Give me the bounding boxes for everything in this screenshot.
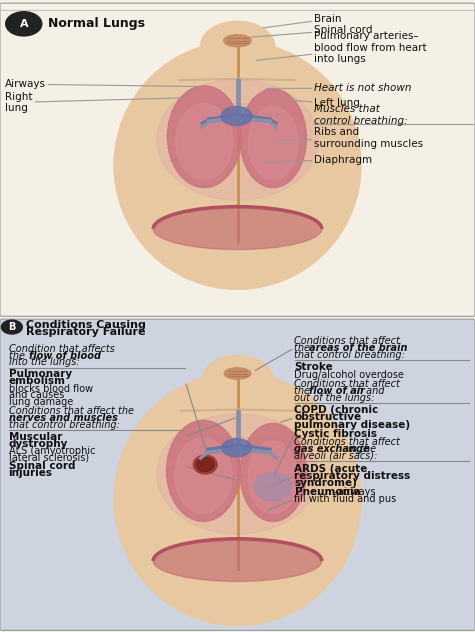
Text: and causes: and causes [9, 391, 64, 400]
Text: flow of air: flow of air [309, 386, 365, 396]
Ellipse shape [153, 208, 322, 250]
Text: Pulmonary: Pulmonary [9, 370, 72, 379]
Text: respiratory distress: respiratory distress [294, 471, 411, 481]
Text: alveoli (air sacs):: alveoli (air sacs): [294, 451, 378, 461]
Text: –airways: –airways [334, 487, 376, 497]
Text: Muscular: Muscular [9, 432, 62, 442]
Circle shape [200, 21, 275, 71]
Text: into the lungs:: into the lungs: [9, 358, 79, 367]
Ellipse shape [176, 103, 233, 179]
Text: embolism: embolism [9, 377, 66, 386]
Ellipse shape [166, 420, 240, 521]
Text: Conditions Causing: Conditions Causing [26, 320, 146, 330]
Ellipse shape [248, 107, 298, 179]
Ellipse shape [153, 540, 322, 581]
Text: Pulmonary arteries–
blood flow from heart
into lungs: Pulmonary arteries– blood flow from hear… [256, 31, 427, 64]
Ellipse shape [222, 439, 251, 457]
Text: Conditions that affect: Conditions that affect [294, 437, 400, 447]
Text: injuries: injuries [9, 468, 53, 478]
Ellipse shape [196, 458, 214, 471]
Ellipse shape [157, 414, 318, 534]
Text: Left lung: Left lung [285, 99, 361, 108]
Ellipse shape [240, 423, 306, 521]
Ellipse shape [215, 32, 260, 51]
Text: Right
lung: Right lung [5, 92, 183, 113]
Text: Cystic fibrosis: Cystic fibrosis [294, 428, 378, 439]
Text: Conditions that affect: Conditions that affect [294, 379, 400, 389]
Circle shape [204, 357, 271, 401]
Text: ALS (amyotrophic: ALS (amyotrophic [9, 446, 95, 456]
Text: Conditions that affect: Conditions that affect [294, 336, 400, 346]
Text: gas exchange: gas exchange [294, 444, 370, 454]
Text: Condition that affects: Condition that affects [9, 344, 114, 354]
Text: Ribs and
surrounding muscles: Ribs and surrounding muscles [276, 128, 424, 149]
Ellipse shape [224, 35, 251, 47]
Text: Pneumonia: Pneumonia [294, 487, 360, 497]
Text: out of the lungs:: out of the lungs: [294, 392, 375, 403]
Text: ARDS (acute: ARDS (acute [294, 464, 368, 473]
Ellipse shape [248, 441, 298, 513]
Ellipse shape [193, 455, 217, 474]
Text: Conditions that affect the: Conditions that affect the [9, 406, 133, 416]
Text: Diaphragm: Diaphragm [264, 155, 372, 164]
Text: blocks blood flow: blocks blood flow [9, 384, 93, 394]
Text: that control breathing:: that control breathing: [294, 349, 405, 360]
Ellipse shape [216, 366, 259, 384]
Text: Stroke: Stroke [294, 362, 333, 372]
Text: Muscles that
control breathing:: Muscles that control breathing: [314, 104, 408, 126]
Ellipse shape [114, 41, 361, 289]
Text: A: A [19, 19, 28, 29]
Circle shape [1, 320, 22, 334]
Ellipse shape [114, 373, 361, 626]
Text: lung damage: lung damage [9, 397, 73, 407]
Text: Airways: Airways [5, 79, 197, 89]
Text: pulmonary disease): pulmonary disease) [294, 420, 410, 430]
Text: nerves and muscles: nerves and muscles [9, 413, 117, 423]
Text: in and: in and [351, 386, 384, 396]
Text: that control breathing:: that control breathing: [9, 420, 119, 430]
Text: Drug/alcohol overdose: Drug/alcohol overdose [294, 370, 404, 380]
Text: the: the [9, 351, 28, 361]
Ellipse shape [157, 80, 318, 200]
Text: Spinal cord: Spinal cord [251, 25, 373, 37]
Ellipse shape [175, 438, 232, 513]
Text: lateral sclerosis): lateral sclerosis) [9, 453, 89, 463]
Ellipse shape [240, 89, 306, 188]
Ellipse shape [254, 472, 292, 501]
Text: the: the [294, 386, 314, 396]
FancyBboxPatch shape [218, 388, 256, 413]
Text: flow of blood: flow of blood [29, 351, 101, 361]
Text: Brain: Brain [263, 14, 342, 28]
FancyBboxPatch shape [0, 3, 475, 316]
Ellipse shape [224, 368, 251, 379]
Text: Respiratory Failure: Respiratory Failure [26, 327, 146, 337]
Text: Heart is not shown: Heart is not shown [266, 83, 412, 94]
Ellipse shape [221, 107, 252, 126]
Text: areas of the brain: areas of the brain [309, 343, 407, 353]
Circle shape [6, 12, 42, 36]
Text: Spinal cord: Spinal cord [9, 461, 75, 471]
Text: in the: in the [345, 444, 377, 454]
Text: the: the [294, 343, 314, 353]
Circle shape [203, 23, 272, 70]
Text: fill with fluid and pus: fill with fluid and pus [294, 494, 397, 504]
Circle shape [202, 355, 273, 403]
Ellipse shape [167, 86, 241, 188]
Text: dystrophy: dystrophy [9, 439, 68, 449]
Text: COPD (chronic: COPD (chronic [294, 405, 379, 415]
FancyBboxPatch shape [218, 57, 256, 83]
Text: obstructive: obstructive [294, 413, 361, 422]
Text: B: B [8, 322, 16, 332]
FancyBboxPatch shape [0, 319, 475, 631]
Text: syndrome): syndrome) [294, 478, 357, 488]
Text: Normal Lungs: Normal Lungs [48, 17, 145, 30]
